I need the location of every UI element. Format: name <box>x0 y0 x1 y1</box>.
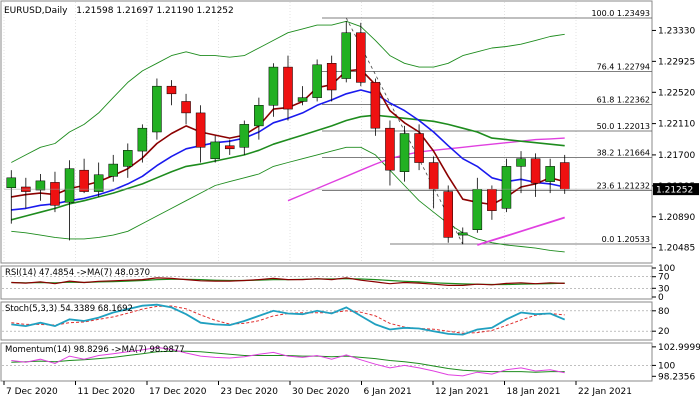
date-tick-label: 22 Jan 2021 <box>578 387 632 397</box>
candle-body <box>64 168 75 203</box>
candle-body <box>6 177 17 188</box>
stochastic-panel: Stoch(5,3,3) 54.3389 68.1692 80 20 <box>2 303 670 337</box>
candle-body <box>224 145 235 150</box>
price-tick-label: 1.21700 <box>658 151 695 161</box>
price-tick-label: 1.20890 <box>658 213 695 223</box>
candle-body <box>501 166 512 209</box>
panel-tick-label: 100 <box>658 361 675 371</box>
momentum-ma-line <box>11 350 565 373</box>
stoch-panel-frame <box>0 301 653 341</box>
panel-tick-label: 98.2356 <box>658 372 695 382</box>
green-ma-line <box>11 114 565 221</box>
candle-body <box>516 158 526 167</box>
panel-label: RSI(14) 47.4854 ->MA(7) 48.0370 <box>5 268 150 278</box>
candle-body <box>254 105 264 127</box>
rsi-line <box>11 277 565 286</box>
panel-label: Momentum(14) 98.8296 ->MA(7) 98.9877 <box>5 345 185 355</box>
momentum-line <box>11 346 565 377</box>
current-price-label: 1.21252 <box>656 186 693 196</box>
candle-body <box>428 162 439 190</box>
candle-body <box>35 180 46 191</box>
fib-level-label: 0.0 1.20533 <box>602 235 650 244</box>
candle-body <box>268 66 279 106</box>
candle-body <box>545 166 555 182</box>
magenta-ma2-line <box>477 216 565 246</box>
fib-level-label: 38.2 1.21664 <box>597 149 650 158</box>
date-tick-label: 17 Dec 2020 <box>149 387 207 397</box>
candle-body <box>487 189 497 211</box>
stoch-k-line <box>11 303 566 336</box>
panel-tick-label: 102.9999 <box>658 343 700 353</box>
candle-body <box>123 150 133 167</box>
lower-band-line <box>11 146 565 253</box>
fib-level-label: 76.4 1.22794 <box>597 62 650 71</box>
candle-body <box>458 232 468 236</box>
candle-body <box>181 101 191 114</box>
price-axis: 1.23330 1.22925 1.22520 1.22110 1.21700 1.212… <box>4 26 699 254</box>
current-price-tag <box>653 183 699 196</box>
panel-tick-label: 20 <box>658 327 670 337</box>
date-tick-label: 6 Jan 2021 <box>364 387 412 397</box>
price-tick-label: 1.23330 <box>658 26 695 36</box>
candle-body <box>341 32 352 79</box>
candle-body <box>93 174 104 192</box>
momentum-panel: Momentum(14) 98.8296 ->MA(7) 98.9877 102.… <box>2 343 700 382</box>
upper-band-line <box>11 20 565 163</box>
main-panel-frame <box>0 0 653 264</box>
panel-tick-label: 70 <box>658 273 670 283</box>
candle-body <box>50 182 60 206</box>
date-tick-label: 18 Jan 2021 <box>507 387 561 397</box>
panel-tick-label: 30 <box>658 284 670 294</box>
date-axis: 7 Dec 2020 11 Dec 2020 17 Dec 2020 23 Dec 2… <box>3 381 632 397</box>
candle-body <box>137 127 148 152</box>
date-tick-label: 11 Dec 2020 <box>78 387 136 397</box>
candle-body <box>326 63 337 91</box>
candle-body <box>472 189 483 230</box>
candle-body <box>530 158 541 184</box>
candle-body <box>79 169 89 192</box>
date-tick-label: 12 Jan 2021 <box>435 387 489 397</box>
fib-level-label: 23.6 1.21232 <box>597 182 650 191</box>
fib-level-label: 50.0 1.22013 <box>597 122 650 131</box>
price-tick-label: 1.20485 <box>658 244 695 254</box>
symbol-label: EURUSD <box>4 6 42 16</box>
candle-body <box>559 162 570 190</box>
rsi-panel-frame <box>0 265 653 300</box>
momentum-panel-frame <box>0 342 653 382</box>
price-tick-label: 1.22925 <box>658 57 695 67</box>
ohlc-values: 1.21598 1.21697 1.21190 1.21252 <box>76 6 233 16</box>
panel-tick-label: 100 <box>658 264 675 274</box>
date-tick-label: 30 Dec 2020 <box>292 387 350 397</box>
candle-body <box>283 66 293 110</box>
fibonacci-levels: 100.0 1.23493 76.4 1.22794 61.8 1.22362 50.… <box>322 9 652 245</box>
date-tick-label: 23 Dec 2020 <box>221 387 279 397</box>
candlesticks <box>6 21 570 245</box>
candle-body <box>356 32 366 83</box>
fib-level-label: 100.0 1.23493 <box>591 9 650 18</box>
price-tick-label: 1.22110 <box>658 120 695 130</box>
fib-level-label: 61.8 1.22362 <box>597 95 650 104</box>
candle-body <box>385 127 395 171</box>
panel-label: Stoch(5,3,3) 54.3389 68.1692 <box>5 304 133 314</box>
candle-body <box>152 85 162 133</box>
candle-body <box>443 191 453 238</box>
timeframe-label: Daily <box>45 6 68 16</box>
candle-body <box>312 64 322 98</box>
panel-tick-label: 80 <box>658 307 670 317</box>
candle-body <box>297 97 308 102</box>
candle-body <box>166 85 177 95</box>
date-tick-label: 7 Dec 2020 <box>6 387 58 397</box>
candle-body <box>210 141 220 159</box>
candle-body <box>370 82 381 129</box>
price-tick-label: 1.22520 <box>658 88 695 98</box>
candle-body <box>414 133 424 163</box>
candle-body <box>239 124 250 148</box>
candle-body <box>195 112 206 148</box>
candle-body <box>108 163 118 177</box>
chart-title: EURUSD,Daily 1.21598 1.21697 1.21190 1.2… <box>4 6 234 16</box>
panel-tick-label: 0 <box>658 293 664 303</box>
candle-body <box>399 133 410 172</box>
